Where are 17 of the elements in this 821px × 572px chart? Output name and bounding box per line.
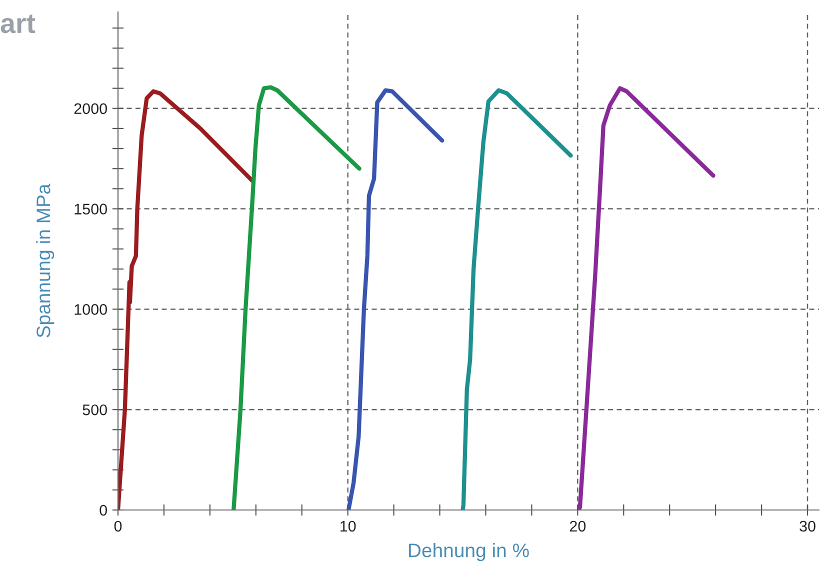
line-series	[118, 89, 254, 510]
line-series	[460, 88, 573, 510]
line-series	[576, 86, 716, 510]
x-tick-label: 30	[800, 520, 816, 532]
y-tick-label: 500	[82, 404, 107, 416]
line-series	[232, 85, 362, 510]
y-axis-title: Spannung in MPa	[36, 184, 54, 338]
line-series	[346, 88, 444, 510]
chart-title: art	[0, 14, 36, 34]
y-tick-label: 1000	[74, 304, 107, 315]
x-axis-title: Dehnung in %	[409, 542, 529, 562]
y-tick-label: 1500	[74, 204, 107, 214]
x-tick-label: 20	[570, 520, 586, 532]
x-tick-label: 0	[114, 520, 122, 532]
x-tick-label: 10	[340, 520, 356, 532]
y-tick-label: 2000	[74, 103, 107, 114]
y-tick-label: 0	[100, 504, 107, 516]
